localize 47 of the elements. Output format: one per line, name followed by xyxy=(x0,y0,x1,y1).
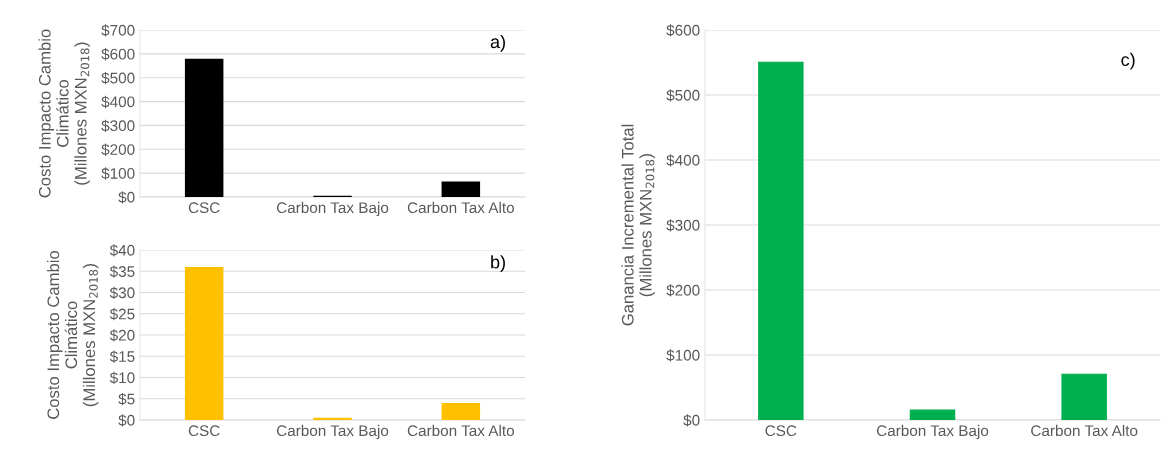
x-tick-label: Carbon Tax Alto xyxy=(407,424,514,437)
y-tick-label: $100 xyxy=(101,167,135,180)
y-tick-label: $300 xyxy=(101,119,135,133)
x-tick-label: CSC xyxy=(188,202,220,214)
x-tick-label: Carbon Tax Bajo xyxy=(276,201,389,217)
y-tick-label: $15 xyxy=(109,350,135,363)
y-tick-label: $25 xyxy=(109,307,135,321)
bar xyxy=(1061,373,1107,420)
x-tick-label: Carbon Tax Bajo xyxy=(276,424,389,440)
annotation: a) xyxy=(490,34,505,52)
y-tick-label: $300 xyxy=(666,219,700,232)
y-tick-label: $500 xyxy=(666,89,700,102)
x-tick-label: CSC xyxy=(765,425,797,437)
y-tick-label: $0 xyxy=(118,414,135,427)
y-tick-label: $5 xyxy=(118,392,135,406)
y-tick-label: $10 xyxy=(109,371,135,385)
y-tick-label: $40 xyxy=(109,244,135,257)
bar xyxy=(184,267,224,420)
bar xyxy=(758,61,804,420)
bar xyxy=(184,58,224,197)
y-tick-label: $500 xyxy=(101,71,135,85)
y-tick-label: $35 xyxy=(109,265,135,278)
y-tick-label: $600 xyxy=(666,24,700,37)
y-tick-label: $20 xyxy=(109,329,135,342)
y-axis-title: Costo Impacto Cambio Climático (Millones MXN$_{2018}$) xyxy=(46,250,99,419)
bar xyxy=(441,181,481,197)
y-tick-label: $700 xyxy=(101,24,135,37)
y-tick-label: $400 xyxy=(666,154,700,167)
x-tick-label: Carbon Tax Alto xyxy=(1031,424,1138,437)
y-tick-label: $0 xyxy=(118,191,135,204)
y-axis-title: Ganancia Incremental Total (Millones MXN$_{2018}$) xyxy=(621,124,655,326)
y-tick-label: $200 xyxy=(666,284,700,297)
y-tick-label: $0 xyxy=(683,414,700,427)
x-tick-label: CSC xyxy=(188,425,220,437)
y-tick-label: $100 xyxy=(666,349,700,362)
annotation: b) xyxy=(491,255,505,273)
bar xyxy=(441,403,481,420)
x-tick-label: Carbon Tax Alto xyxy=(407,201,514,214)
bar xyxy=(909,409,956,420)
y-tick-label: $600 xyxy=(101,48,135,61)
x-tick-label: Carbon Tax Bajo xyxy=(876,424,989,440)
bar xyxy=(313,417,352,420)
annotation: c) xyxy=(1121,52,1135,70)
y-tick-label: $30 xyxy=(109,286,135,300)
y-tick-label: $200 xyxy=(101,143,135,156)
y-tick-label: $400 xyxy=(101,95,135,109)
y-axis-title: Costo Impacto Cambio Climático (Millones MXN$_{2018}$) xyxy=(38,29,90,198)
